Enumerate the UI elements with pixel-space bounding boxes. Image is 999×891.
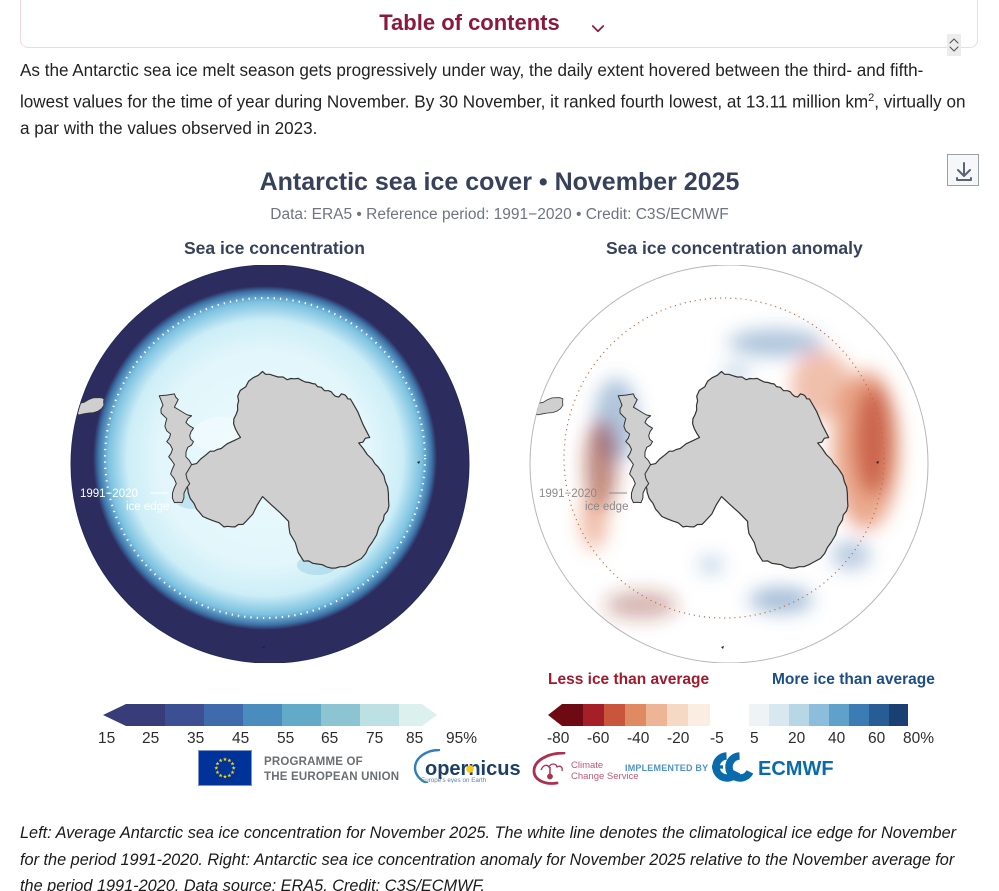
svg-text:ECMWF: ECMWF xyxy=(758,758,834,780)
svg-text:1991−2020: 1991−2020 xyxy=(539,488,597,500)
svg-text:Europe's eyes on Earth: Europe's eyes on Earth xyxy=(421,777,487,783)
svg-text:ice edge: ice edge xyxy=(585,501,628,513)
svg-text:1991−2020: 1991−2020 xyxy=(80,488,138,500)
svg-text:Climate: Climate xyxy=(571,760,603,771)
svg-text:ice edge: ice edge xyxy=(126,501,169,513)
